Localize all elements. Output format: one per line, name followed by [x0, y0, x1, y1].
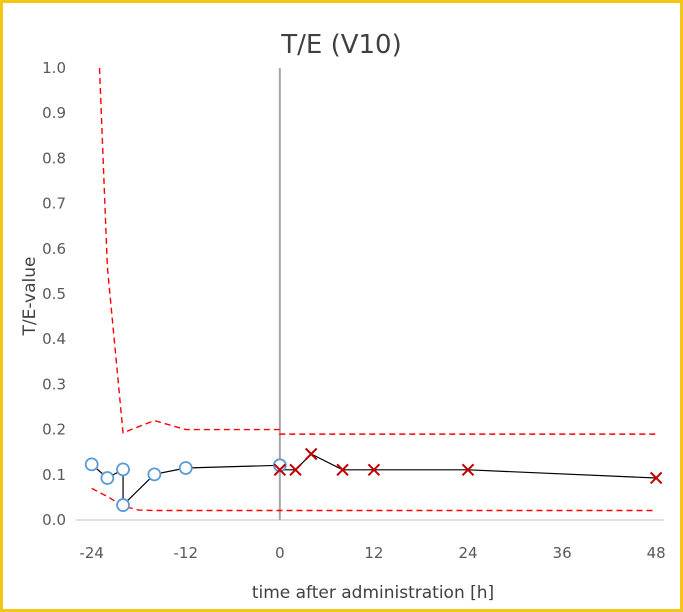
y-tick-label: 0.6 [42, 240, 66, 258]
post-series-line [279, 453, 657, 479]
post-data-point [336, 463, 349, 477]
x-tick-label: 12 [364, 544, 383, 562]
post-data-point [461, 463, 475, 477]
chart-title: T/E (V10) [281, 30, 402, 60]
pre-data-point [147, 467, 162, 482]
upper-limit-line [98, 67, 657, 435]
x-axis-label: time after administration [h] [251, 583, 495, 603]
pre-data-point [116, 462, 130, 477]
y-tick-label: 0.0 [42, 511, 66, 529]
x-tick-label: 36 [553, 544, 572, 562]
pre-data-point [178, 461, 193, 475]
post-data-point [289, 463, 302, 477]
pre-data-point [272, 458, 287, 473]
y-tick-label: 0.9 [42, 104, 66, 122]
y-tick-label: 1.0 [42, 59, 66, 77]
post-data-point [367, 463, 381, 477]
y-tick-label: 0.2 [42, 421, 66, 439]
y-tick-label: 0.1 [42, 466, 66, 484]
y-tick-label: 0.5 [42, 285, 66, 303]
pre-data-point [116, 498, 130, 512]
y-tick-label: 0.3 [42, 375, 66, 393]
y-tick-label: 0.4 [42, 330, 66, 348]
lower-limit-line [91, 487, 657, 512]
post-data-point [304, 447, 318, 461]
x-tick-label: 0 [275, 544, 285, 562]
post-data-point [273, 463, 287, 477]
pre-data-point [100, 471, 115, 485]
pre-data-point [84, 457, 99, 472]
y-tick-label: 0.7 [42, 195, 66, 213]
post-data-point [649, 471, 663, 485]
x-tick-label: 48 [647, 544, 666, 562]
x-tick-label: 24 [458, 544, 477, 562]
y-tick-label: 0.8 [42, 149, 66, 167]
x-tick-label: -24 [79, 544, 104, 562]
x-tick-label: -12 [174, 544, 199, 562]
